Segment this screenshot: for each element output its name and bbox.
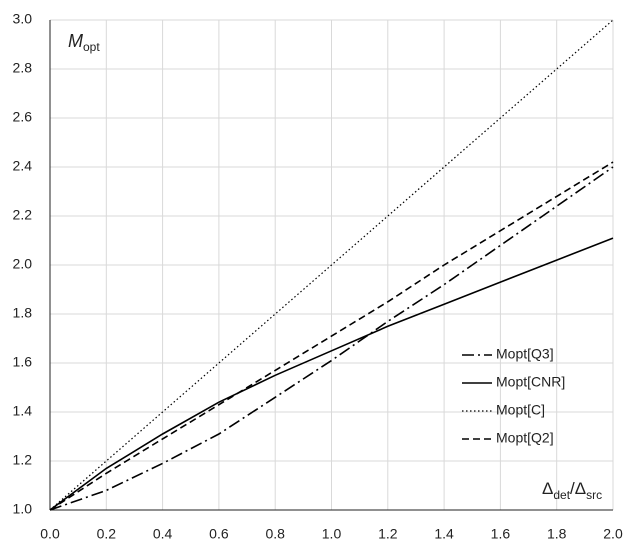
x-axis-label: Δdet/Δsrc: [542, 479, 602, 502]
y-tick-label: 1.6: [13, 354, 33, 370]
series-line: [49, 19, 614, 511]
legend-label: Mopt[Q2]: [496, 430, 554, 446]
y-tick-label: 2.0: [13, 256, 33, 272]
series-line: [49, 237, 614, 511]
x-label-main: Δ: [542, 479, 553, 498]
y-tick-label: 2.6: [13, 109, 33, 125]
x-label-sub: src: [586, 488, 602, 502]
x-tick-label: 1.0: [322, 526, 342, 542]
y-tick-label: 1.0: [13, 501, 33, 517]
x-tick-label: 1.8: [547, 526, 567, 542]
y-tick-label: 1.2: [13, 452, 33, 468]
y-tick-label: 2.4: [13, 158, 33, 174]
x-tick-label: 0.0: [40, 526, 60, 542]
y-tick-label: 3.0: [13, 11, 33, 27]
x-tick-label: 0.2: [97, 526, 117, 542]
x-tick-label: 1.6: [491, 526, 511, 542]
x-label-main: /Δ: [570, 479, 586, 498]
legend-label: Mopt[Q3]: [496, 346, 554, 362]
y-label-sub: opt: [83, 40, 100, 54]
x-tick-label: 0.4: [153, 526, 173, 542]
y-tick-label: 1.8: [13, 305, 33, 321]
legend-label: Mopt[CNR]: [496, 374, 565, 390]
legend-label: Mopt[C]: [496, 402, 545, 418]
x-tick-label: 1.4: [434, 526, 454, 542]
y-tick-label: 2.8: [13, 60, 33, 76]
x-tick-label: 1.2: [378, 526, 398, 542]
x-tick-label: 2.0: [603, 526, 623, 542]
y-tick-label: 2.2: [13, 207, 33, 223]
y-axis-label: Mopt: [68, 31, 100, 54]
y-label-main: M: [68, 31, 83, 51]
series-line: [49, 161, 614, 511]
x-tick-label: 0.8: [265, 526, 285, 542]
x-tick-label: 0.6: [209, 526, 229, 542]
y-tick-label: 1.4: [13, 403, 33, 419]
x-label-sub: det: [553, 488, 570, 502]
